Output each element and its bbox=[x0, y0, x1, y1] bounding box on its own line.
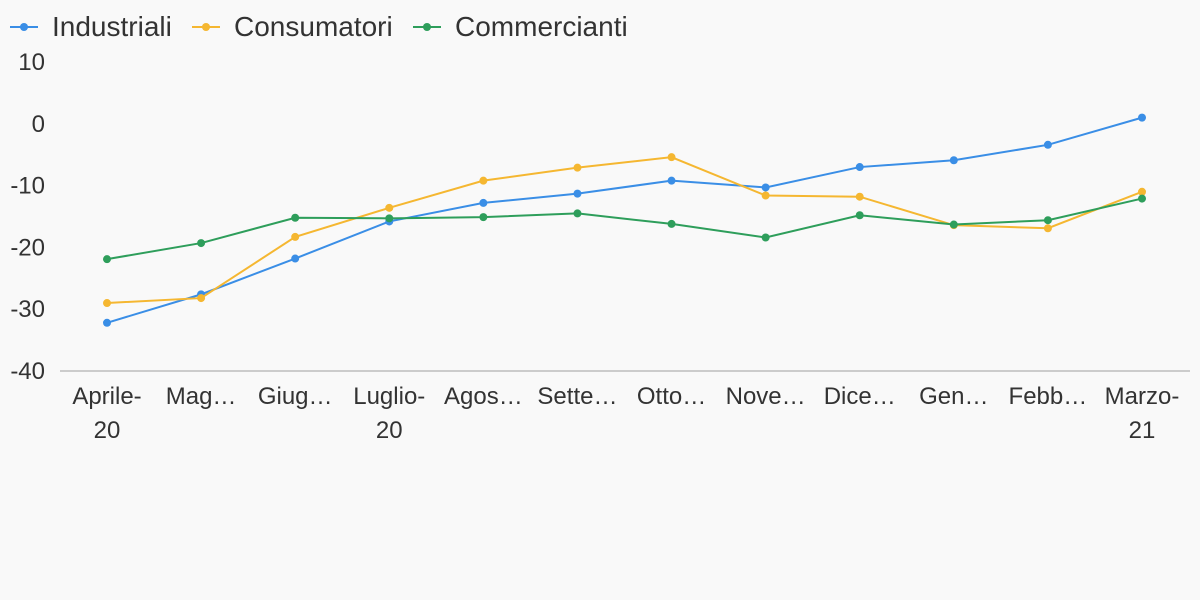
data-point bbox=[197, 239, 206, 248]
series-line bbox=[106, 197, 1143, 261]
y-tick-label: -40 bbox=[10, 358, 45, 385]
y-tick-label: -20 bbox=[10, 234, 45, 261]
legend-point-marker bbox=[202, 23, 210, 31]
series-layer bbox=[103, 113, 1146, 327]
data-point bbox=[1138, 113, 1146, 122]
y-tick-label: 10 bbox=[18, 49, 45, 76]
legend-item: Industriali bbox=[10, 11, 172, 42]
x-tick-label: Marzo- 21 bbox=[1105, 383, 1180, 444]
data-point bbox=[667, 219, 676, 228]
data-point bbox=[291, 254, 300, 263]
y-tick-label: -30 bbox=[10, 296, 45, 323]
data-point bbox=[667, 176, 676, 185]
legend-point-marker bbox=[20, 23, 28, 31]
data-point bbox=[479, 213, 488, 222]
data-point bbox=[667, 153, 676, 162]
series-line bbox=[106, 156, 1143, 305]
x-tick-label-line: Sette… bbox=[537, 383, 617, 410]
data-point bbox=[573, 189, 582, 198]
x-tick-label-line: Mag… bbox=[166, 383, 237, 410]
series-line bbox=[106, 116, 1143, 324]
legend-label: Commercianti bbox=[455, 11, 628, 42]
x-tick-label: Febb… bbox=[1009, 383, 1088, 410]
data-point bbox=[479, 198, 488, 207]
x-tick-label: Otto… bbox=[637, 383, 706, 410]
data-point bbox=[573, 209, 582, 218]
x-tick-label-line: Giug… bbox=[258, 383, 333, 410]
data-point bbox=[291, 232, 300, 241]
data-point bbox=[761, 183, 770, 192]
x-tick-label-line: Dice… bbox=[824, 383, 896, 410]
series-industriali bbox=[103, 113, 1146, 327]
x-tick-label-line: Nove… bbox=[726, 383, 806, 410]
data-point bbox=[855, 192, 864, 201]
data-point bbox=[1043, 224, 1052, 233]
data-point bbox=[103, 255, 111, 264]
data-point bbox=[197, 294, 206, 303]
x-tick-label-line: 20 bbox=[376, 417, 403, 444]
legend-label: Consumatori bbox=[234, 11, 393, 42]
series-consumatori bbox=[103, 153, 1146, 308]
x-tick-label: Nove… bbox=[726, 383, 806, 410]
data-point bbox=[855, 163, 864, 172]
data-point bbox=[949, 220, 958, 229]
data-point bbox=[855, 211, 864, 220]
legend-label: Industriali bbox=[52, 11, 172, 42]
data-point bbox=[761, 233, 770, 242]
x-tick-label: Gen… bbox=[919, 383, 988, 410]
x-tick-label: Giug… bbox=[258, 383, 333, 410]
data-point bbox=[1138, 187, 1146, 196]
x-tick-label: Sette… bbox=[537, 383, 617, 410]
x-tick-label-line: 21 bbox=[1129, 417, 1156, 444]
data-point bbox=[385, 203, 394, 212]
data-point bbox=[103, 318, 111, 327]
x-tick-label-line: Gen… bbox=[919, 383, 988, 410]
legend: Industriali Consumatori Commercianti bbox=[10, 11, 628, 42]
data-point bbox=[949, 156, 958, 165]
series-commercianti bbox=[103, 194, 1146, 264]
x-tick-label: Aprile- 20 bbox=[72, 383, 141, 444]
x-tick-label: Mag… bbox=[166, 383, 237, 410]
y-tick-label: -10 bbox=[10, 173, 45, 200]
legend-item: Consumatori bbox=[192, 11, 393, 42]
data-point bbox=[1138, 194, 1146, 203]
legend-point-marker bbox=[423, 23, 431, 31]
legend-item: Commercianti bbox=[413, 11, 628, 42]
x-tick-label-line: Otto… bbox=[637, 383, 706, 410]
x-tick-label: Dice… bbox=[824, 383, 896, 410]
x-tick-label-line: Agos… bbox=[444, 383, 523, 410]
y-axis: 10 0 -10 -20 -30 -40 bbox=[10, 49, 45, 385]
x-tick-label-line: 20 bbox=[94, 417, 121, 444]
data-point bbox=[103, 299, 111, 308]
x-tick-label-line: Febb… bbox=[1009, 383, 1088, 410]
x-tick-label: Luglio- 20 bbox=[353, 383, 425, 444]
data-point bbox=[761, 191, 770, 200]
y-tick-label: 0 bbox=[32, 111, 45, 138]
data-point bbox=[1043, 216, 1052, 225]
x-tick-label-line: Aprile- bbox=[72, 383, 141, 410]
x-tick-label-line: Luglio- bbox=[353, 383, 425, 410]
data-point bbox=[573, 163, 582, 172]
x-tick-label-line: Marzo- bbox=[1105, 383, 1180, 410]
data-point bbox=[479, 176, 488, 185]
data-point bbox=[1043, 140, 1052, 149]
x-axis: Aprile- 20 Mag… Giug… Luglio- 20 Agos… Sette… Ot… bbox=[72, 383, 1179, 444]
x-tick-label: Agos… bbox=[444, 383, 523, 410]
data-point bbox=[291, 213, 300, 222]
data-point bbox=[385, 214, 394, 223]
